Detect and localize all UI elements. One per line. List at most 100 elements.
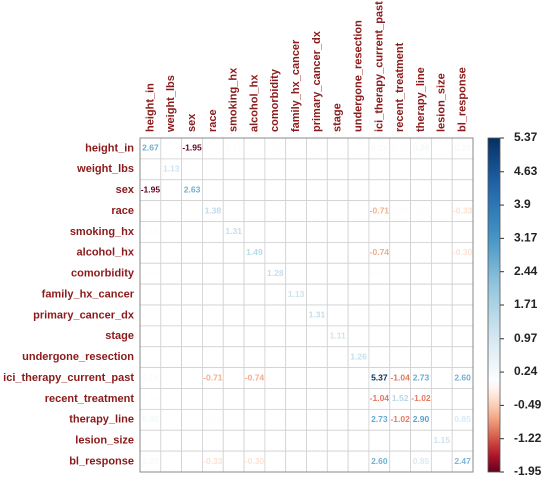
cell-border xyxy=(264,158,287,181)
cell-border xyxy=(222,388,245,410)
cell-value: 0.10 xyxy=(392,205,409,215)
cell-border xyxy=(389,325,411,348)
cell-border xyxy=(243,200,266,222)
cell-border xyxy=(285,388,307,410)
cell-border xyxy=(326,262,349,285)
cell-border xyxy=(326,429,349,452)
cell-border xyxy=(326,388,349,410)
cell-border xyxy=(181,450,203,473)
cell-border xyxy=(326,304,349,327)
cell-border xyxy=(139,429,162,452)
cell-border xyxy=(181,429,203,452)
cell-value: 2.60 xyxy=(454,372,471,382)
row-label: sex xyxy=(116,184,135,196)
cell-value: 1.31 xyxy=(225,226,242,236)
row-label: smoking_hx xyxy=(70,226,135,238)
cell-border xyxy=(202,179,224,202)
cell-value: 0.10 xyxy=(142,393,159,403)
column-label: lesion_size xyxy=(436,73,448,132)
column-label: height_in xyxy=(144,83,156,132)
cell-border xyxy=(202,262,224,285)
cell-border xyxy=(326,137,349,160)
cell-border xyxy=(139,346,162,369)
cell-border xyxy=(264,388,287,410)
cell-border xyxy=(285,367,307,389)
cell-value: 0.10 xyxy=(205,393,222,403)
colorbar-tick-label: 3.9 xyxy=(514,197,531,211)
cell-border xyxy=(430,200,453,222)
cell-border xyxy=(430,221,453,243)
cell-border xyxy=(326,367,349,389)
cell-border xyxy=(264,325,287,348)
cell-border xyxy=(389,241,411,264)
cell-value: 0.30 xyxy=(413,143,430,153)
row-label: alcohol_hx xyxy=(77,247,135,259)
cell-value: 1.15 xyxy=(434,435,451,445)
cell-value: -1.95 xyxy=(182,143,202,153)
cell-border xyxy=(326,450,349,473)
cell-border xyxy=(202,158,224,181)
cell-border xyxy=(306,367,328,389)
column-label: race xyxy=(207,109,219,132)
colorbar-tick-label: -1.22 xyxy=(514,431,542,445)
cell-value: 1.49 xyxy=(246,247,263,257)
cell-value: 0.20 xyxy=(454,143,471,153)
cell-border xyxy=(181,388,203,410)
cell-value: 2.90 xyxy=(413,414,430,424)
column-label: stage xyxy=(332,103,344,132)
cell-value: -0.33 xyxy=(453,205,473,215)
cell-value: 2.73 xyxy=(413,372,430,382)
cell-border xyxy=(285,158,307,181)
cell-border xyxy=(306,221,328,243)
cell-border xyxy=(451,158,474,181)
cell-border xyxy=(326,283,349,306)
cell-border xyxy=(222,367,245,389)
cell-border xyxy=(243,137,266,160)
cell-border xyxy=(430,137,453,160)
cell-border xyxy=(306,388,328,410)
cell-border xyxy=(181,408,203,431)
cell-border xyxy=(181,304,203,327)
cell-value: 2.63 xyxy=(184,184,201,194)
cell-border xyxy=(202,304,224,327)
cell-value: 2.60 xyxy=(371,456,388,466)
cell-border xyxy=(181,283,203,306)
cell-border xyxy=(306,179,328,202)
cell-border xyxy=(347,179,370,202)
colorbar-tick-label: 4.63 xyxy=(514,164,538,178)
cell-border xyxy=(243,388,266,410)
cell-border xyxy=(181,241,203,264)
cell-border xyxy=(347,325,370,348)
cell-border xyxy=(326,158,349,181)
cell-border xyxy=(368,346,391,369)
cell-border xyxy=(430,241,453,264)
cell-border xyxy=(222,262,245,285)
cell-border xyxy=(326,408,349,431)
cell-border xyxy=(160,241,183,264)
cell-border xyxy=(160,429,183,452)
cell-border xyxy=(430,450,453,473)
cell-border xyxy=(285,241,307,264)
cell-border xyxy=(160,304,183,327)
colorbar-tick-label: -0.49 xyxy=(514,398,542,412)
row-label: race xyxy=(111,205,134,217)
cell-border xyxy=(389,283,411,306)
cell-border xyxy=(347,262,370,285)
cell-border xyxy=(306,200,328,222)
cell-value: -1.95 xyxy=(141,184,161,194)
cell-border xyxy=(222,283,245,306)
cell-value: 0.10 xyxy=(413,205,430,215)
cell-border xyxy=(139,200,162,222)
colorbar-tick-label: -1.95 xyxy=(514,464,542,478)
cell-border xyxy=(451,283,474,306)
cell-value: -0.74 xyxy=(245,372,265,382)
cell-border xyxy=(347,137,370,160)
cell-border xyxy=(222,429,245,452)
cell-value: 0.85 xyxy=(454,414,471,424)
cell-border xyxy=(326,200,349,222)
cell-value: 2.47 xyxy=(454,456,471,466)
cell-border xyxy=(430,325,453,348)
cell-border xyxy=(222,325,245,348)
cell-border xyxy=(285,429,307,452)
cell-border xyxy=(181,367,203,389)
